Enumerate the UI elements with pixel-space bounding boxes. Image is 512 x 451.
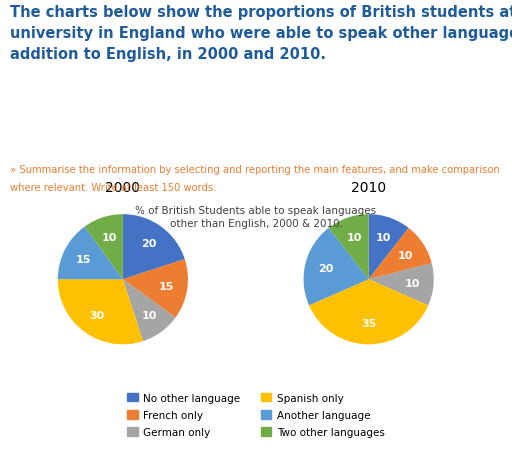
Text: 35: 35 [361, 319, 376, 329]
Text: 20: 20 [141, 239, 157, 249]
Text: 10: 10 [347, 233, 362, 243]
Wedge shape [58, 227, 123, 280]
Text: 15: 15 [159, 281, 174, 291]
Wedge shape [309, 280, 428, 345]
Wedge shape [369, 228, 432, 280]
Wedge shape [329, 215, 369, 280]
Wedge shape [304, 228, 369, 306]
Wedge shape [58, 280, 143, 345]
Wedge shape [84, 215, 123, 280]
Text: 15: 15 [76, 254, 91, 265]
Text: where relevant. Write at least 150 words.: where relevant. Write at least 150 words… [10, 183, 217, 193]
Title: 2000: 2000 [105, 180, 140, 194]
Wedge shape [123, 215, 185, 280]
Text: 10: 10 [405, 278, 420, 288]
Wedge shape [123, 260, 188, 318]
Wedge shape [369, 215, 409, 280]
Text: 30: 30 [89, 310, 104, 320]
Title: 2010: 2010 [351, 180, 386, 194]
Text: 10: 10 [375, 233, 391, 243]
Wedge shape [123, 280, 176, 341]
Text: % of British Students able to speak languages
other than English, 2000 & 2010.: % of British Students able to speak lang… [136, 205, 376, 228]
Text: » Summarise the information by selecting and reporting the main features, and ma: » Summarise the information by selecting… [10, 165, 500, 175]
Legend: No other language, French only, German only, Spanish only, Another language, Two: No other language, French only, German o… [123, 388, 389, 441]
Text: 10: 10 [141, 310, 157, 320]
Text: 20: 20 [318, 264, 333, 274]
Wedge shape [369, 264, 434, 306]
Text: The charts below show the proportions of British students at one
university in E: The charts below show the proportions of… [10, 5, 512, 61]
Text: 10: 10 [101, 233, 117, 243]
Text: 10: 10 [398, 250, 413, 261]
